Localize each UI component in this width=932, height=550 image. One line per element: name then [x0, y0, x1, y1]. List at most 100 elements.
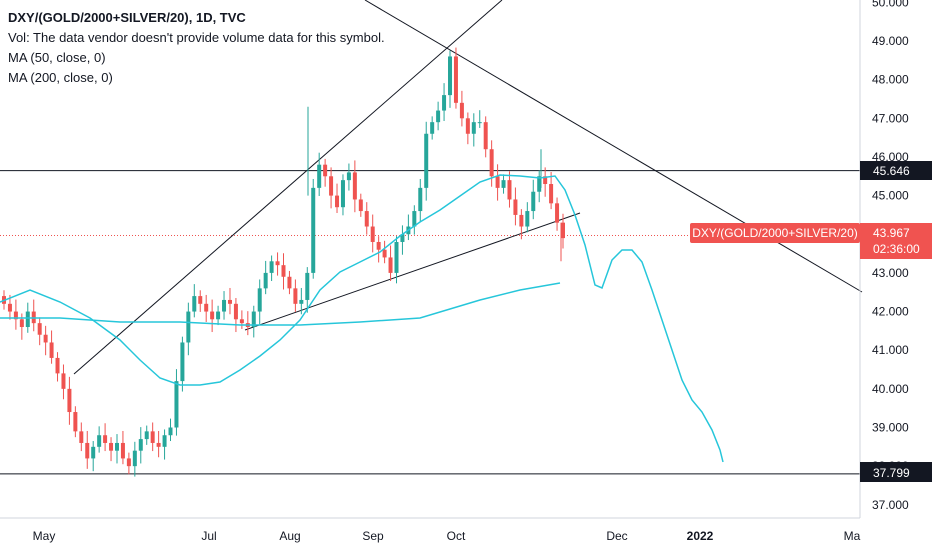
candle-body	[549, 184, 554, 204]
candle-body	[340, 180, 345, 208]
y-tick-label: 48.000	[872, 73, 909, 87]
candle-body	[251, 311, 256, 328]
y-tick-label: 50.000	[872, 0, 909, 9]
symbol-badge-label: DXY/(GOLD/2000+SILVER/20)	[692, 226, 858, 240]
candle-body	[299, 299, 304, 304]
candle-body	[55, 357, 60, 374]
moving-averages	[0, 174, 724, 463]
candle-body	[198, 296, 203, 304]
candle-body	[49, 342, 54, 358]
candle-body	[471, 122, 476, 134]
x-tick-label: Dec	[606, 529, 627, 543]
candle-body	[67, 388, 72, 413]
x-tick-label: Ma	[844, 529, 861, 543]
candle-body	[43, 334, 48, 343]
candle-body	[352, 172, 357, 200]
candle-body	[192, 296, 197, 312]
ma-50-line	[0, 174, 724, 463]
candle-body	[287, 276, 292, 289]
candle-body	[91, 446, 96, 459]
current-price-label: 43.967	[873, 226, 910, 240]
candle-body	[293, 288, 298, 304]
candles	[2, 47, 565, 477]
candle-body	[311, 187, 316, 273]
candle-body	[430, 122, 435, 134]
ascending-channel-line	[73, 0, 503, 375]
time-axis: May Jul Aug Sep Oct Dec 2022 Ma	[33, 529, 861, 543]
candle-body	[323, 164, 328, 177]
candle-body	[204, 303, 209, 312]
candle-body	[61, 373, 66, 389]
candle-body	[436, 110, 441, 123]
candle-body	[555, 203, 560, 223]
y-tick-label: 45.000	[872, 189, 909, 203]
symbol-badge: DXY/(GOLD/2000+SILVER/20)	[690, 223, 860, 243]
x-tick-label: Aug	[279, 529, 300, 543]
support-badge: 37.799	[860, 462, 932, 482]
y-tick-label: 43.000	[872, 266, 909, 280]
candle-body	[453, 56, 458, 103]
candle-body	[531, 191, 536, 212]
y-tick-label: 49.000	[872, 34, 909, 48]
candle-body	[156, 442, 161, 447]
candle-body	[489, 149, 494, 177]
candle-body	[346, 172, 351, 181]
candle-body	[25, 311, 30, 328]
y-tick-label: 42.000	[872, 305, 909, 319]
candle-body	[442, 95, 447, 111]
candle-body	[525, 211, 530, 227]
candle-body	[162, 435, 167, 447]
candle-body	[126, 458, 131, 467]
candle-body	[507, 180, 512, 200]
candle-body	[537, 176, 542, 192]
candle-body	[329, 176, 334, 196]
y-tick-label: 39.000	[872, 421, 909, 435]
candle-body	[19, 319, 24, 328]
resistance-label: 45.646	[873, 164, 910, 178]
candle-body	[543, 176, 548, 185]
candle-body	[501, 180, 506, 188]
x-tick-label: May	[33, 529, 56, 543]
legend-ma50: MA (50, close, 0)	[8, 50, 106, 65]
y-tick-label: 37.000	[872, 498, 909, 512]
candle-body	[97, 435, 102, 447]
candle-body	[275, 261, 280, 266]
x-tick-label: Sep	[362, 529, 384, 543]
candle-body	[7, 303, 12, 312]
candle-body	[561, 222, 565, 239]
support-label: 37.799	[873, 466, 910, 480]
candle-body	[144, 431, 149, 440]
candle-body	[222, 299, 227, 312]
candle-body	[364, 211, 369, 227]
legend: DXY/(GOLD/2000+SILVER/20), 1D, TVC Vol: …	[8, 8, 385, 88]
candle-body	[79, 431, 84, 443]
y-tick-label: 40.000	[872, 382, 909, 396]
y-tick-label: 41.000	[872, 343, 909, 357]
candle-body	[519, 214, 524, 227]
candle-body	[132, 450, 137, 467]
candle-body	[85, 442, 90, 459]
candle-body	[448, 56, 453, 96]
candle-body	[424, 133, 429, 188]
candle-body	[227, 299, 232, 304]
candle-body	[418, 187, 423, 212]
candle-body	[180, 342, 185, 382]
candle-body	[394, 241, 399, 273]
resistance-badge: 45.646	[860, 161, 932, 180]
candle-body	[13, 311, 18, 320]
candle-body	[37, 323, 42, 335]
candle-body	[317, 164, 322, 188]
candle-body	[370, 226, 375, 242]
x-tick-label: 2022	[687, 529, 714, 543]
legend-vol: Vol: The data vendor doesn't provide vol…	[8, 30, 385, 45]
x-tick-label: Oct	[447, 529, 466, 543]
candle-body	[233, 303, 238, 320]
y-tick-label: 47.000	[872, 111, 909, 125]
candle-body	[495, 176, 500, 188]
rising-support-line	[244, 212, 581, 331]
legend-title: DXY/(GOLD/2000+SILVER/20), 1D, TVC	[8, 10, 246, 25]
x-tick-label: Jul	[201, 529, 216, 543]
candle-body	[263, 272, 268, 289]
candle-body	[281, 265, 286, 277]
